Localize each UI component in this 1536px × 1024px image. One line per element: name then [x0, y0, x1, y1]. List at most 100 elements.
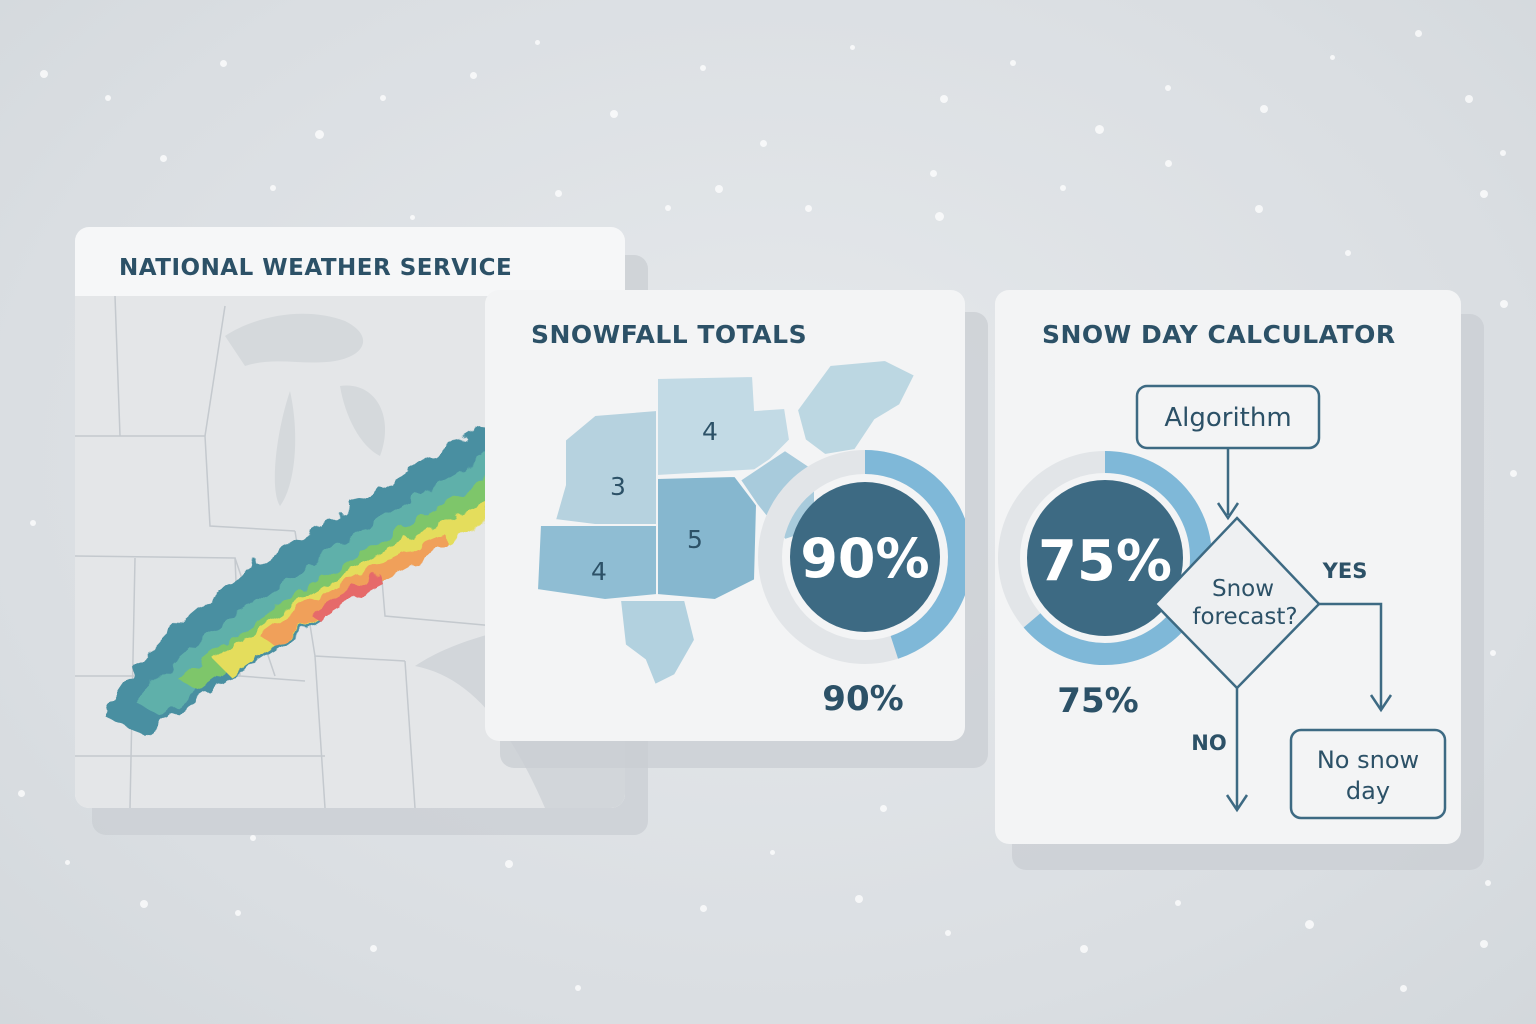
snowflake-dot [160, 155, 167, 162]
snowflake-dot [1480, 190, 1488, 198]
snowflake-dot [1480, 940, 1488, 948]
snowflake-dot [105, 95, 111, 101]
snowfall-region-map: 4 3 5 4 90% 90% [535, 358, 965, 719]
algorithm-label: Algorithm [1164, 403, 1291, 433]
snowflake-dot [140, 900, 148, 908]
gauge-value: 75% [1038, 529, 1172, 594]
snowflake-dot [1060, 185, 1066, 191]
snowflake-dot [410, 215, 415, 220]
snowfall-totals-card: SNOWFALL TOTALS 4 3 5 4 90% 90% [485, 290, 965, 741]
region-south [618, 599, 697, 687]
snowflake-dot [665, 205, 671, 211]
snowflake-dot [1465, 95, 1473, 103]
radar-precipitation [105, 366, 595, 736]
snowflake-dot [805, 205, 812, 212]
calculator-flowchart: 75% 75% Algorithm Snow forecast? YES NO … [998, 384, 1447, 820]
snowflake-dot [930, 170, 937, 177]
snowflake-dot [65, 860, 70, 865]
no-label: NO [1191, 731, 1226, 755]
gauge-progress-arc [864, 450, 965, 659]
snowflake-dot [1500, 300, 1508, 308]
arrow-down-icon [1369, 694, 1393, 713]
snowfall-card-title: SNOWFALL TOTALS [531, 320, 808, 349]
gauge-center [1027, 480, 1183, 636]
gauge-value: 90% [800, 527, 929, 590]
calculator-caption: 75% [1057, 681, 1138, 721]
outcome-box [1289, 728, 1447, 820]
snowflake-dot [715, 185, 723, 193]
outcome-label-line2: day [1346, 777, 1390, 805]
radar-band-red [310, 574, 383, 621]
snow-day-calculator-card: SNOW DAY CALCULATOR 75% 75% Algorithm Sn… [995, 290, 1461, 844]
snowfall-gauge: 90% [758, 450, 965, 664]
region-value-left-lower: 4 [591, 557, 607, 586]
snowflake-dot [1510, 470, 1517, 477]
region-left-lower [535, 524, 658, 602]
snowflake-dot [770, 850, 775, 855]
snowflake-dot [30, 520, 36, 526]
snowflake-dot [1400, 985, 1407, 992]
lake-michigan [274, 391, 296, 506]
snowflake-dot [1415, 30, 1422, 37]
snowflake-dot [220, 60, 227, 67]
lake-huron [340, 385, 386, 456]
snowflake-dot [1345, 250, 1351, 256]
snowflake-dot [535, 40, 540, 45]
calculator-card-title: SNOW DAY CALCULATOR [1042, 320, 1396, 349]
region-value-left-upper: 3 [610, 472, 626, 501]
snowflake-dot [1010, 60, 1016, 66]
snowflake-dot [18, 790, 25, 797]
snowflake-dot [1175, 900, 1181, 906]
region-left-upper [553, 408, 658, 526]
snowflake-dot [40, 70, 48, 78]
snowflake-dot [505, 860, 513, 868]
snowflake-dot [1305, 920, 1314, 929]
outcome-label-line1: No snow [1317, 746, 1419, 774]
snowflake-dot [1500, 150, 1506, 156]
snowflake-dot [270, 185, 276, 191]
snowflake-dot [380, 95, 386, 101]
yes-label: YES [1322, 559, 1368, 583]
snowflake-dot [855, 895, 863, 903]
snowflake-dot [1490, 650, 1496, 656]
snowflake-dot [945, 930, 951, 936]
region-value-center: 5 [687, 525, 703, 554]
snowflake-dot [700, 905, 707, 912]
snowflake-dot [935, 212, 944, 221]
snowflake-dot [940, 95, 948, 103]
snowflake-dot [880, 805, 887, 812]
no-connector [1225, 688, 1249, 813]
arrow-down-icon [1216, 448, 1240, 521]
snowflake-dot [235, 910, 241, 916]
snowflake-dot [1095, 125, 1104, 134]
snowflake-dot [610, 110, 618, 118]
region-value-top: 4 [702, 417, 718, 446]
snowflake-dot [1080, 945, 1088, 953]
snowflake-dot [760, 140, 767, 147]
snowflake-dot [1330, 55, 1335, 60]
nws-card-title: NATIONAL WEATHER SERVICE [119, 255, 513, 281]
snowflake-dot [1255, 205, 1263, 213]
snowflake-dot [250, 835, 256, 841]
snowflake-dot [575, 985, 581, 991]
decision-label-line2: forecast? [1192, 604, 1297, 630]
yes-connector [1319, 602, 1383, 708]
snowflake-dot [1260, 105, 1268, 113]
snowflake-dot [700, 65, 706, 71]
snowflake-dot [850, 45, 855, 50]
decision-label-line1: Snow [1212, 576, 1274, 602]
region-northeast [795, 358, 917, 457]
snowflake-dot [555, 190, 562, 197]
snowfall-caption: 90% [822, 679, 903, 719]
great-lakes [225, 313, 364, 366]
region-top [656, 374, 792, 478]
snowflake-dot [1165, 160, 1172, 167]
snowflake-dot [370, 945, 377, 952]
gauge-center [790, 482, 940, 632]
snowflake-dot [1165, 85, 1171, 91]
snowflake-dot [1485, 880, 1491, 886]
snowflake-dot [315, 130, 324, 139]
region-center [656, 474, 759, 602]
calculator-gauge: 75% [998, 451, 1212, 665]
snowflake-dot [470, 72, 477, 79]
